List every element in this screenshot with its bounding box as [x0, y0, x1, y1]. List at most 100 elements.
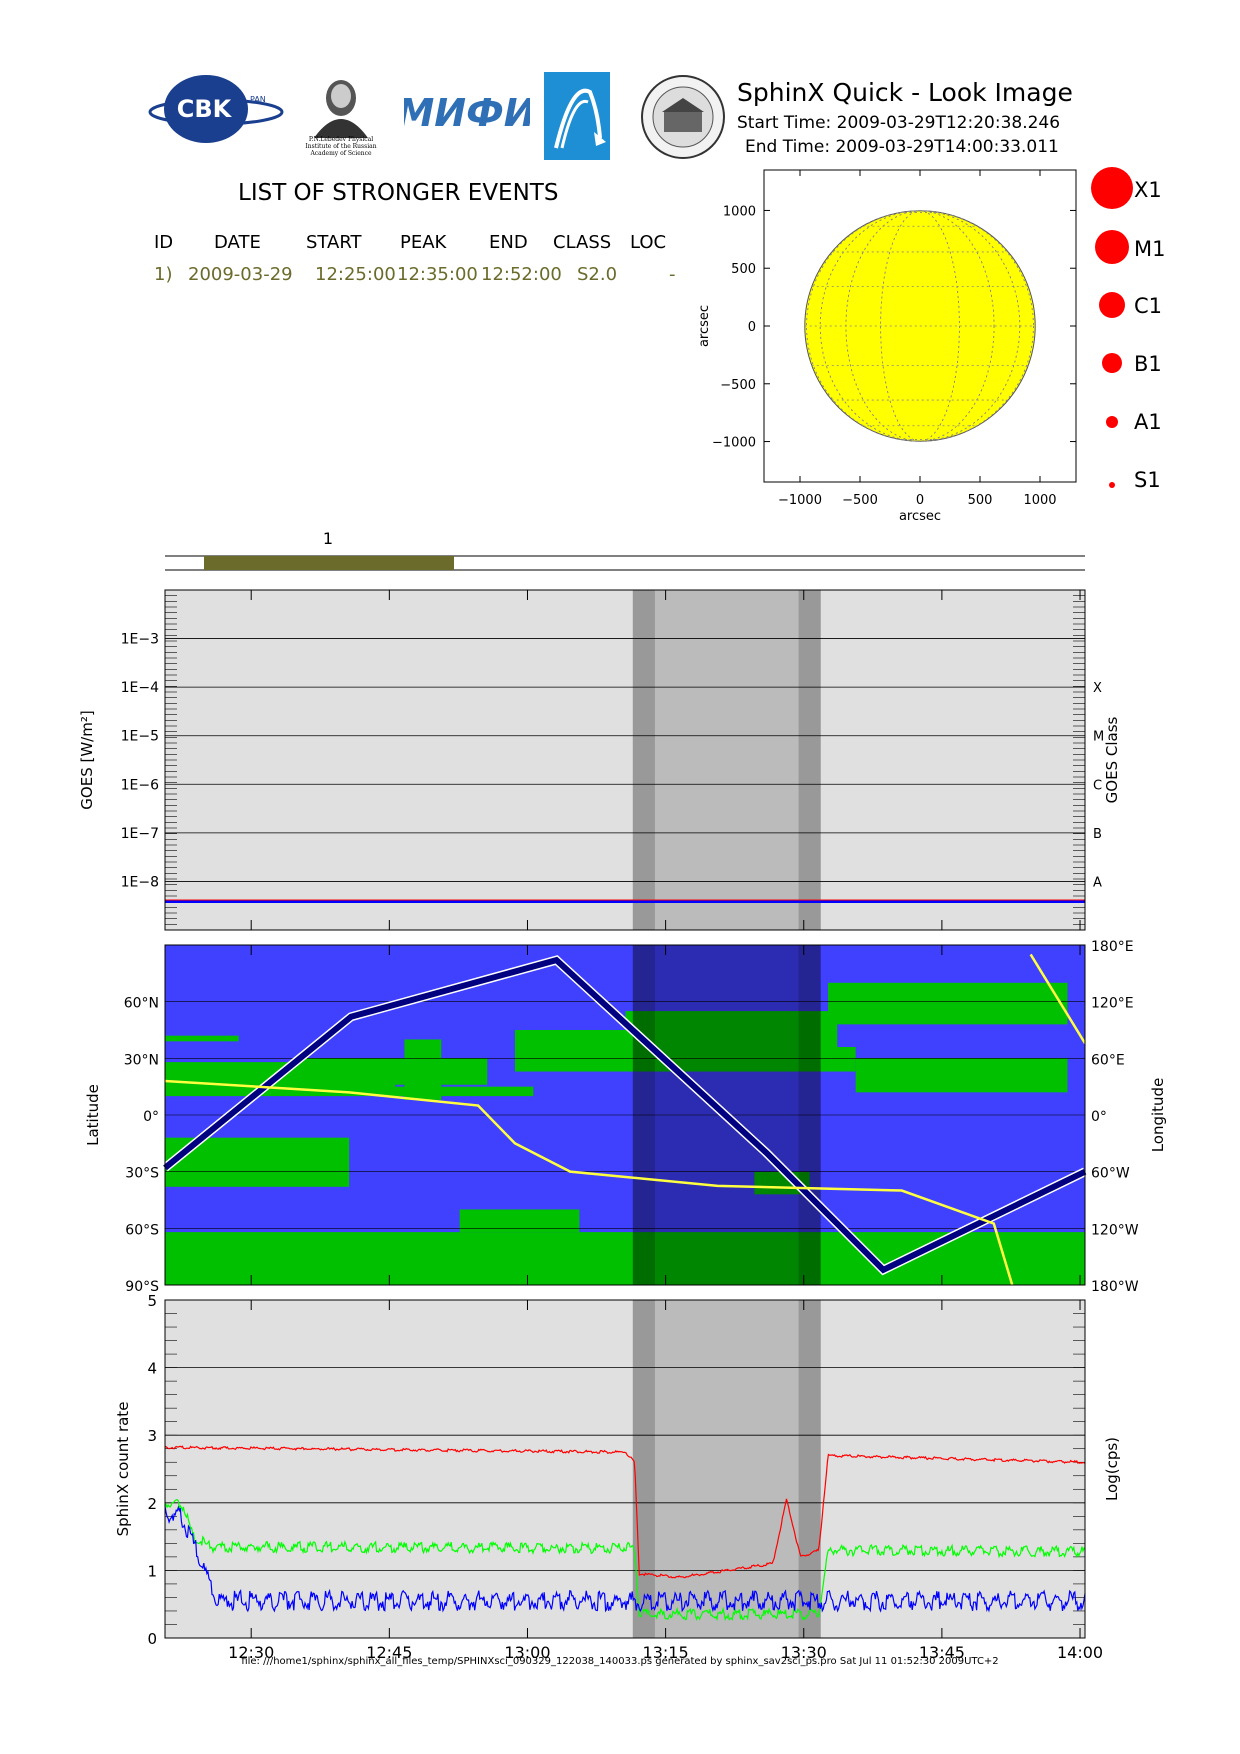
event-end: 12:52:00 [481, 264, 562, 285]
event-timeline: 1 [165, 529, 1085, 571]
counts-x-tick-label: 13:00 [504, 1643, 550, 1660]
cbk-logo-text: CBK [177, 95, 233, 123]
orbit-right-tick-label: 60°E [1091, 1052, 1125, 1068]
disk-y-tick-label: −500 [720, 378, 756, 393]
disk-longitude-line [806, 210, 1034, 442]
legend-marker-s1 [1109, 482, 1115, 488]
disk-x-axis-label: arcsec [899, 509, 941, 524]
orbit-latitude-track [163, 956, 1087, 1274]
end-time: End Time: 2009-03-29T14:00:33.011 [745, 137, 1059, 157]
mifi-logo-text: МИФИ [404, 91, 530, 135]
orbit-right-tick-label: 0° [1091, 1109, 1107, 1125]
legend-label-a1: A1 [1134, 410, 1162, 434]
disk-x-tick-label: 0 [916, 493, 924, 508]
goes-right-axis-label: GOES Class [1103, 716, 1121, 803]
goes-y-tick-label: 1E−5 [121, 729, 159, 745]
orbit-panel-frame [164, 944, 1086, 1286]
counts-x-tick-label: 12:30 [228, 1643, 274, 1660]
orbit-land-region [293, 1058, 488, 1085]
building-seal-logo [640, 74, 726, 160]
main-plots: 1E−3 1E−4 1E−5 1E−6 1E−7 1E−8 X M C B A GOES [W/m²]… [78, 589, 1167, 1660]
orbit-land-region [671, 1047, 856, 1072]
mifi-logo: МИФИ [396, 82, 535, 140]
counts-panel-bg [165, 1300, 1085, 1638]
event-date: 2009-03-29 [188, 264, 293, 285]
goes-class-label: B [1093, 827, 1102, 842]
orbit-y-tick-label: 0° [143, 1109, 159, 1125]
orbit-right-axis-label: Longitude [1149, 1078, 1167, 1153]
orbit-y-tick-label: 30°N [124, 1052, 159, 1068]
start-time: Start Time: 2009-03-29T12:20:38.246 [737, 113, 1061, 133]
orbit-y-tick-label: 60°S [125, 1222, 159, 1238]
col-class: CLASS [553, 232, 612, 253]
disk-longitude-line [819, 210, 1021, 442]
legend-marker-b1 [1102, 353, 1122, 373]
col-date: DATE [214, 232, 261, 253]
timeline-event-label: 1 [323, 529, 333, 548]
shaded-interval [798, 1300, 821, 1638]
orbit-right-tick-label: 180°W [1091, 1279, 1139, 1295]
event-id: 1) [154, 264, 173, 285]
counts-x-tick-label: 13:30 [781, 1643, 827, 1660]
legend-label-x1: X1 [1134, 178, 1162, 202]
solar-disk-chart: −1000 −500 0 500 1000 1000 500 0 −500 −1000 arcsec… [697, 169, 1077, 524]
orbit-land-region [165, 1232, 1085, 1285]
legend-label-b1: B1 [1134, 352, 1162, 376]
col-start: START [306, 232, 362, 253]
disk-x-tick-label: −500 [842, 493, 878, 508]
disk-x-tick-label: 1000 [1023, 493, 1056, 508]
counts-y-tick-label: 3 [147, 1427, 157, 1445]
goes-panel-frame [164, 589, 1086, 931]
counts-series-red [164, 1445, 1086, 1579]
orbit-right-tick-label: 180°E [1091, 939, 1134, 955]
counts-panel-frame [164, 1299, 1086, 1639]
legend-marker-m1 [1095, 230, 1129, 264]
footer-text: file: ///home1/sphinx/sphinx_all_files_t… [241, 1656, 999, 1667]
disk-y-tick-label: −1000 [712, 436, 756, 451]
observatory-logo [544, 72, 610, 160]
counts-y-axis-label: SphinX count rate [114, 1402, 132, 1537]
goes-class-label: C [1093, 778, 1102, 793]
event-start: 12:25:00 [315, 264, 396, 285]
disk-y-tick-label: 0 [748, 320, 756, 335]
orbit-y-axis-label: Latitude [84, 1084, 102, 1146]
page-title: SphinX Quick - Look Image [737, 78, 1073, 107]
orbit-right-tick-label: 120°E [1091, 996, 1134, 1012]
counts-x-tick-label: 12:45 [366, 1643, 412, 1660]
goes-y-tick-label: 1E−7 [121, 826, 159, 842]
disk-y-tick-label: 500 [731, 262, 756, 277]
disk-x-tick-label: −1000 [778, 493, 822, 508]
class-legend [1080, 160, 1240, 500]
cbk-pan-logo: CBK PAN [146, 72, 286, 146]
orbit-right-tick-label: 60°W [1091, 1166, 1130, 1182]
goes-class-label: X [1093, 681, 1102, 696]
legend-marker-a1 [1106, 416, 1118, 428]
orbit-land-region [828, 982, 1068, 1025]
counts-y-tick-label: 4 [147, 1360, 157, 1378]
counts-right-axis-label: Log(cps) [1103, 1437, 1121, 1501]
orbit-land-region [855, 1058, 1068, 1093]
orbit-y-tick-label: 90°S [125, 1279, 159, 1295]
legend-label-m1: M1 [1134, 237, 1166, 261]
lebedev-logo-text: P.N.Lebedev Physical Institute of the Ru… [305, 136, 377, 157]
legend-label-c1: C1 [1134, 294, 1163, 318]
col-peak: PEAK [400, 232, 447, 253]
legend-label-s1: S1 [1134, 468, 1161, 492]
goes-class-label: M [1093, 730, 1104, 745]
legend-marker-x1 [1091, 167, 1133, 209]
counts-series-blue [164, 1505, 1086, 1613]
counts-y-tick-label: 5 [147, 1292, 157, 1310]
event-peak: 12:35:00 [397, 264, 478, 285]
counts-y-tick-label: 0 [147, 1630, 157, 1648]
orbit-land-region [459, 1209, 580, 1233]
shaded-interval [632, 1300, 655, 1638]
disk-x-tick-label: 500 [968, 493, 993, 508]
counts-x-tick-label: 13:15 [643, 1643, 689, 1660]
orbit-y-tick-label: 30°S [125, 1166, 159, 1182]
shaded-interval [632, 1300, 821, 1638]
col-end: END [489, 232, 528, 253]
orbit-land-region [165, 1035, 239, 1042]
timeline-event-bar [204, 556, 454, 570]
goes-class-label: A [1093, 875, 1102, 890]
shaded-interval [632, 590, 655, 930]
